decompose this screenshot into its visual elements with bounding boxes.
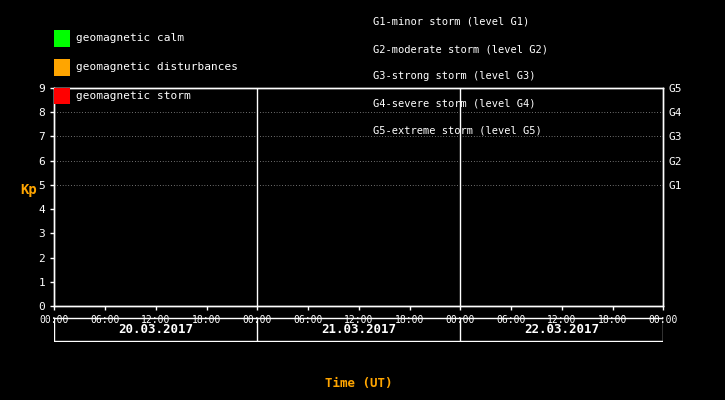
Text: 22.03.2017: 22.03.2017 — [524, 323, 600, 336]
Text: geomagnetic disturbances: geomagnetic disturbances — [76, 62, 238, 72]
Text: G1-minor storm (level G1): G1-minor storm (level G1) — [373, 17, 530, 27]
Text: G2-moderate storm (level G2): G2-moderate storm (level G2) — [373, 44, 548, 54]
Text: geomagnetic storm: geomagnetic storm — [76, 91, 191, 101]
Text: 21.03.2017: 21.03.2017 — [321, 323, 397, 336]
Text: 20.03.2017: 20.03.2017 — [118, 323, 194, 336]
Text: G4-severe storm (level G4): G4-severe storm (level G4) — [373, 99, 536, 109]
Text: Time (UT): Time (UT) — [325, 378, 393, 390]
Text: geomagnetic calm: geomagnetic calm — [76, 33, 184, 43]
Text: G5-extreme storm (level G5): G5-extreme storm (level G5) — [373, 126, 542, 136]
Text: G3-strong storm (level G3): G3-strong storm (level G3) — [373, 72, 536, 82]
Y-axis label: Kp: Kp — [20, 183, 37, 197]
